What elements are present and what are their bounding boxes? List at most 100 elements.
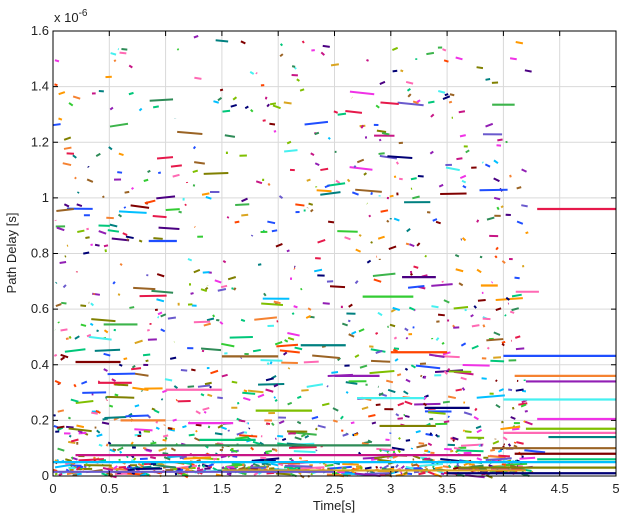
delay-trace bbox=[54, 472, 58, 476]
delay-trace bbox=[196, 458, 201, 463]
delay-trace bbox=[294, 346, 303, 351]
delay-trace bbox=[519, 456, 536, 460]
delay-trace bbox=[134, 404, 140, 408]
delay-trace bbox=[361, 442, 369, 446]
delay-trace bbox=[400, 465, 405, 470]
delay-trace bbox=[490, 359, 505, 363]
x-tick-label: 2.5 bbox=[325, 481, 343, 496]
delay-trace bbox=[337, 112, 347, 116]
delay-trace bbox=[125, 414, 149, 418]
delay-trace bbox=[194, 161, 205, 165]
delay-trace bbox=[500, 205, 504, 209]
delay-trace bbox=[454, 254, 460, 258]
delay-trace bbox=[162, 452, 169, 455]
delay-trace bbox=[378, 138, 382, 142]
delay-trace bbox=[169, 356, 177, 360]
delay-trace bbox=[156, 195, 176, 200]
delay-trace bbox=[157, 311, 163, 316]
delay-trace bbox=[164, 378, 173, 382]
delay-trace bbox=[68, 434, 72, 438]
delay-trace bbox=[435, 337, 440, 341]
delay-trace bbox=[53, 414, 56, 417]
delay-trace bbox=[491, 281, 494, 284]
delay-trace bbox=[193, 34, 199, 39]
delay-trace bbox=[67, 416, 72, 420]
delay-trace bbox=[266, 422, 271, 425]
delay-trace bbox=[53, 123, 61, 127]
delay-trace bbox=[107, 441, 112, 445]
delay-trace bbox=[85, 236, 90, 240]
delay-trace bbox=[241, 463, 245, 467]
delay-trace bbox=[278, 195, 284, 199]
delay-trace bbox=[68, 427, 92, 433]
delay-trace bbox=[157, 316, 160, 319]
delay-trace bbox=[341, 466, 344, 469]
delay-trace bbox=[145, 359, 149, 363]
delay-trace bbox=[463, 411, 473, 416]
delay-trace bbox=[222, 260, 227, 264]
delay-trace bbox=[122, 232, 128, 236]
delay-trace bbox=[476, 394, 505, 399]
delay-trace bbox=[345, 110, 363, 114]
delay-trace bbox=[96, 433, 103, 438]
delay-trace bbox=[426, 51, 435, 56]
delay-trace bbox=[311, 415, 319, 420]
y-tick-label: 0.2 bbox=[31, 412, 49, 427]
delay-trace bbox=[351, 191, 359, 196]
delay-trace bbox=[265, 388, 274, 393]
delay-trace bbox=[359, 364, 368, 369]
delay-trace bbox=[94, 348, 121, 352]
delay-trace bbox=[191, 368, 196, 372]
delay-trace bbox=[138, 239, 143, 243]
delay-trace bbox=[236, 431, 245, 436]
delay-trace bbox=[220, 284, 228, 289]
delay-trace bbox=[60, 328, 68, 332]
delay-trace bbox=[378, 152, 385, 155]
delay-trace bbox=[380, 209, 389, 213]
delay-trace bbox=[427, 470, 436, 476]
delay-trace bbox=[449, 93, 455, 97]
delay-trace bbox=[83, 251, 90, 255]
y-tick-label: 1.6 bbox=[31, 23, 49, 38]
delay-trace bbox=[515, 41, 524, 45]
delay-trace bbox=[412, 195, 420, 200]
delay-trace bbox=[86, 333, 92, 338]
delay-trace bbox=[410, 273, 413, 276]
delay-trace bbox=[350, 421, 355, 425]
delay-trace bbox=[200, 288, 208, 293]
delay-trace bbox=[462, 364, 490, 367]
delay-trace bbox=[366, 259, 372, 264]
delay-trace bbox=[458, 110, 466, 114]
delay-trace bbox=[437, 90, 446, 94]
delay-trace bbox=[427, 442, 433, 447]
delay-trace bbox=[206, 317, 215, 322]
delay-trace bbox=[453, 305, 469, 310]
delay-trace bbox=[57, 426, 64, 431]
delay-trace bbox=[405, 439, 411, 442]
delay-trace bbox=[102, 195, 105, 199]
delay-trace bbox=[238, 466, 246, 471]
delay-trace bbox=[201, 192, 210, 196]
delay-trace bbox=[204, 286, 209, 291]
delay-trace bbox=[153, 409, 160, 414]
delay-trace bbox=[131, 459, 136, 463]
delay-trace bbox=[524, 69, 532, 73]
delay-trace bbox=[54, 463, 72, 469]
delay-trace bbox=[299, 88, 305, 92]
delay-trace bbox=[279, 349, 300, 354]
delay-trace bbox=[157, 171, 162, 175]
delay-trace bbox=[121, 48, 128, 51]
x-tick-label: 3.5 bbox=[438, 481, 456, 496]
delay-trace bbox=[131, 364, 136, 369]
delay-trace bbox=[477, 298, 486, 302]
delay-trace bbox=[373, 278, 382, 283]
delay-trace bbox=[179, 455, 187, 460]
delay-trace bbox=[98, 230, 107, 235]
delay-trace bbox=[266, 471, 274, 475]
delay-trace bbox=[314, 162, 320, 167]
delay-trace bbox=[190, 292, 194, 295]
delay-trace bbox=[247, 389, 264, 394]
delay-trace bbox=[520, 403, 527, 408]
delay-trace bbox=[188, 433, 195, 437]
delay-trace bbox=[405, 465, 414, 470]
